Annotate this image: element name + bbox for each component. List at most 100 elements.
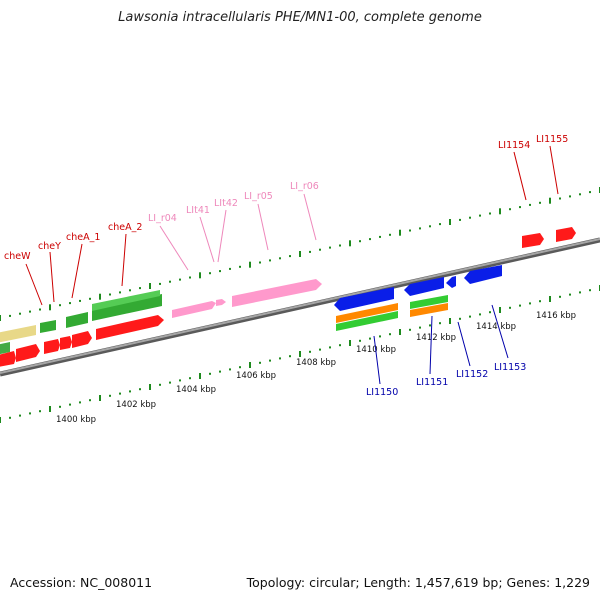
gene-chea2-cds-top bbox=[92, 290, 160, 311]
gene-green[interactable] bbox=[0, 342, 10, 355]
ruler-major-tick bbox=[449, 219, 451, 225]
ruler-minor-tick bbox=[39, 410, 41, 413]
ruler-minor-tick bbox=[459, 218, 461, 221]
label-li-r06: LI_r06 bbox=[290, 181, 319, 192]
label-li1154: LI1154 bbox=[498, 140, 530, 151]
ruler-minor-tick bbox=[259, 361, 261, 364]
ruler-label-1414: 1414 kbp bbox=[476, 322, 516, 332]
ruler-minor-tick bbox=[19, 414, 21, 417]
ruler-major-tick bbox=[99, 395, 101, 401]
ruler-label-1412: 1412 kbp bbox=[416, 333, 456, 343]
gene-li1155[interactable] bbox=[556, 227, 576, 242]
ruler-minor-tick bbox=[229, 267, 231, 270]
ruler-label-1402: 1402 kbp bbox=[116, 400, 156, 410]
gene-chey-cds[interactable] bbox=[40, 320, 56, 333]
lower-ruler bbox=[0, 285, 600, 423]
gene-li1154[interactable] bbox=[522, 233, 544, 248]
gene-chea2-cds[interactable] bbox=[92, 294, 162, 321]
ruler-minor-tick bbox=[519, 304, 521, 307]
ruler-minor-tick bbox=[79, 401, 81, 404]
gene-li1151[interactable] bbox=[404, 277, 444, 296]
ruler-minor-tick bbox=[469, 315, 471, 318]
ruler-minor-tick bbox=[29, 310, 31, 313]
ruler-minor-tick bbox=[579, 291, 581, 294]
gene-li-r05[interactable] bbox=[232, 279, 322, 307]
accession-text: Accession: NC_008011 bbox=[10, 575, 153, 590]
ruler-minor-tick bbox=[479, 313, 481, 316]
ruler-minor-tick bbox=[389, 333, 391, 336]
gene-orange[interactable] bbox=[336, 303, 398, 323]
label-lit42: LIt42 bbox=[214, 198, 238, 209]
gene-red[interactable] bbox=[44, 339, 60, 354]
ruler-minor-tick bbox=[269, 359, 271, 362]
ruler-major-tick bbox=[199, 373, 201, 379]
gene-chea1-cds[interactable] bbox=[66, 312, 88, 328]
ruler-minor-tick bbox=[9, 314, 11, 317]
ruler-minor-tick bbox=[519, 206, 521, 209]
ruler-major-tick bbox=[549, 197, 551, 204]
ruler-minor-tick bbox=[289, 255, 291, 258]
ruler-minor-tick bbox=[439, 322, 441, 325]
gene-yellow[interactable] bbox=[0, 325, 36, 343]
label-chey: cheY bbox=[38, 241, 61, 252]
ruler-minor-tick bbox=[339, 244, 341, 247]
ruler-minor-tick bbox=[139, 287, 141, 290]
ruler-minor-tick bbox=[569, 293, 571, 296]
ruler-major-tick bbox=[449, 318, 451, 324]
gene-red[interactable] bbox=[60, 336, 72, 350]
ruler-minor-tick bbox=[29, 412, 31, 415]
ruler-minor-tick bbox=[409, 328, 411, 331]
gene-green[interactable] bbox=[410, 295, 448, 309]
ruler-minor-tick bbox=[419, 326, 421, 329]
gene-orange[interactable] bbox=[410, 303, 448, 317]
gene-red[interactable] bbox=[96, 315, 164, 340]
ruler-minor-tick bbox=[229, 368, 231, 371]
gene-red[interactable] bbox=[72, 331, 92, 348]
ruler-minor-tick bbox=[559, 197, 561, 200]
gene-red[interactable] bbox=[16, 344, 40, 362]
label-connectors bbox=[25, 145, 559, 385]
ruler-minor-tick bbox=[19, 312, 21, 315]
ruler-minor-tick bbox=[469, 216, 471, 219]
upper-ruler bbox=[0, 187, 600, 321]
ruler-major-tick bbox=[399, 229, 401, 236]
gene-li-r04[interactable] bbox=[172, 301, 216, 318]
genome-backbone-highlight bbox=[0, 238, 600, 374]
ruler-minor-tick bbox=[569, 195, 571, 198]
label-lit41: LIt41 bbox=[186, 205, 210, 216]
label-li1155: LI1155 bbox=[536, 134, 568, 145]
gene-lit41[interactable] bbox=[216, 299, 226, 306]
ruler-minor-tick bbox=[429, 225, 431, 228]
ruler-minor-tick bbox=[379, 335, 381, 338]
label-li-r04: LI_r04 bbox=[148, 213, 177, 224]
ruler-minor-tick bbox=[429, 324, 431, 327]
ruler-minor-tick bbox=[329, 346, 331, 349]
ruler-major-tick bbox=[0, 315, 1, 321]
ruler-minor-tick bbox=[269, 259, 271, 262]
ruler-minor-tick bbox=[309, 250, 311, 253]
ruler-minor-tick bbox=[389, 233, 391, 236]
label-chew: cheW bbox=[4, 251, 31, 262]
gene-li1153[interactable] bbox=[464, 265, 502, 284]
map-title: Lawsonia intracellularis PHE/MN1-00, com… bbox=[118, 10, 482, 25]
gene-li1150[interactable] bbox=[334, 287, 394, 311]
ruler-major-tick bbox=[549, 296, 551, 302]
ruler-label-1406: 1406 kbp bbox=[236, 371, 276, 381]
ruler-major-tick bbox=[49, 406, 51, 412]
ruler-minor-tick bbox=[219, 270, 221, 273]
ruler-minor-tick bbox=[59, 304, 61, 307]
ruler-major-tick bbox=[149, 384, 151, 390]
gene-blue[interactable] bbox=[446, 276, 456, 288]
ruler-minor-tick bbox=[129, 289, 131, 292]
ruler-minor-tick bbox=[119, 392, 121, 395]
gene-green[interactable] bbox=[336, 311, 398, 331]
ruler-minor-tick bbox=[309, 350, 311, 353]
gene-red[interactable] bbox=[0, 351, 16, 367]
ruler-minor-tick bbox=[169, 381, 171, 384]
label-li-r05: LI_r05 bbox=[244, 191, 273, 202]
ruler-minor-tick bbox=[559, 295, 561, 298]
ruler-minor-tick bbox=[159, 282, 161, 285]
genome-stats-text: Topology: circular; Length: 1,457,619 bp… bbox=[246, 575, 590, 590]
ruler-minor-tick bbox=[529, 302, 531, 305]
